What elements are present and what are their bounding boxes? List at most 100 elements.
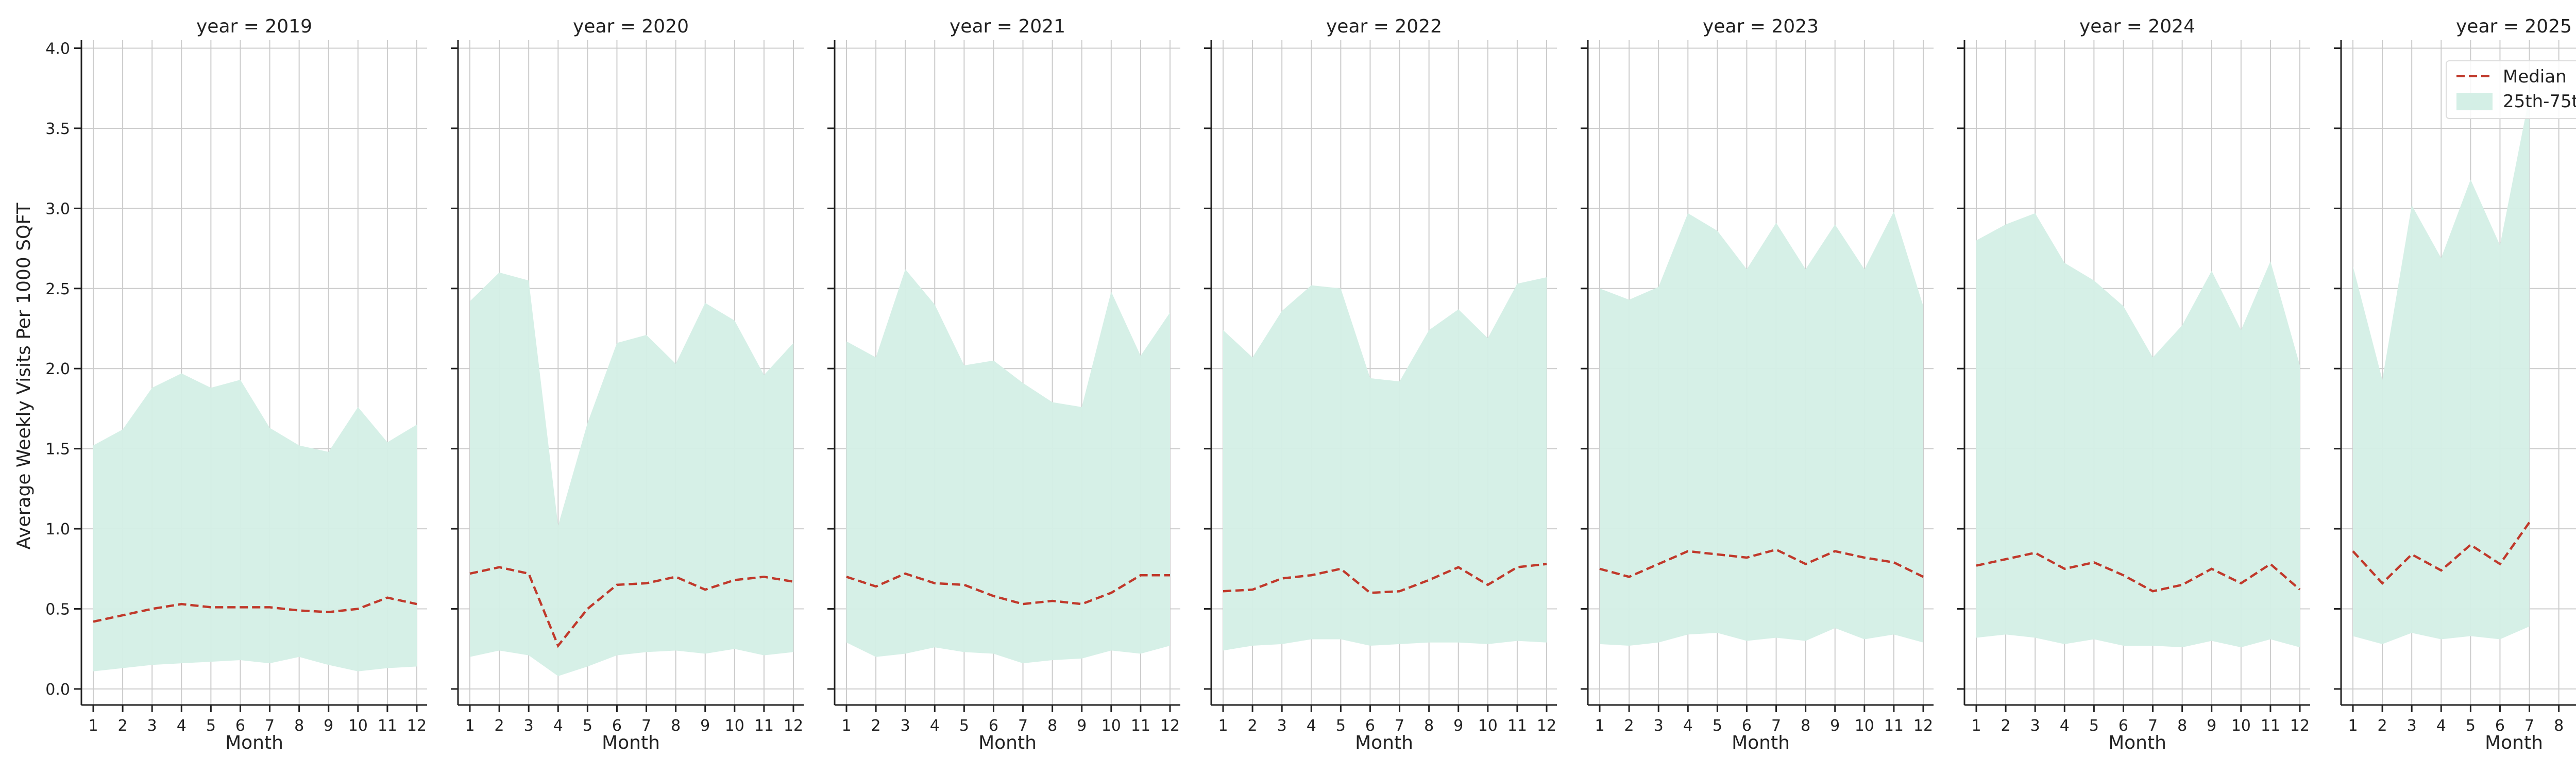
median-line [1976,551,2301,593]
facet-title: year = 2021 [950,16,1065,37]
median-line [1223,563,1547,594]
x-tick-label: 12 [407,717,427,735]
x-tick-label: 11 [2261,717,2280,735]
x-tick-label: 8 [294,717,304,735]
x-tick-label: 8 [1047,717,1057,735]
median-line [93,596,417,623]
x-tick-label: 7 [1771,717,1781,735]
x-tick-label: 2 [118,717,128,735]
facet-title: year = 2022 [1326,16,1442,37]
facet-title: year = 2024 [2079,16,2195,37]
x-tick-label: 6 [989,717,998,735]
median-line [469,566,794,648]
x-tick-label: 4 [2060,717,2070,735]
percentile-band [846,269,1170,664]
x-tick-label: 6 [1742,717,1752,735]
x-tick-label: 1 [1218,717,1228,735]
x-tick-label: 5 [2466,717,2476,735]
x-tick-label: 1 [1595,717,1604,735]
y-tick-label: 4.0 [45,40,70,58]
percentile-band [1976,213,2300,648]
x-tick-label: 3 [2407,717,2417,735]
x-tick-label: 4 [1307,717,1316,735]
x-tick-label: 3 [147,717,157,735]
y-tick-label: 3.5 [45,120,70,138]
x-tick-label: 4 [177,717,187,735]
percentile-band [93,373,417,671]
y-tick-label: 2.0 [45,360,70,378]
percentile-band [1223,277,1547,651]
x-tick-label: 2 [2378,717,2387,735]
x-tick-label: 5 [206,717,216,735]
facet-title: year = 2025 [2456,16,2572,37]
facets: 0.00.51.01.52.02.53.03.54.01 2 3 4 5 6 7 8 9 10 11… [45,16,2576,753]
y-tick-label: 1.5 [45,441,70,459]
x-tick-label: 7 [641,717,651,735]
x-tick-label: 7 [265,717,275,735]
x-tick-label: 8 [671,717,681,735]
x-tick-label: 2 [1248,717,1258,735]
x-tick-label: 11 [1507,717,1527,735]
x-tick-label: 3 [524,717,534,735]
y-axis-label: Average Weekly Visits Per 1000 SQFT [13,203,35,550]
x-tick-label: 12 [784,717,803,735]
x-tick-label: 6 [1365,717,1375,735]
x-tick-label: 2 [1624,717,1634,735]
y-tick-label: 0.0 [45,681,70,699]
x-tick-label: 4 [1683,717,1693,735]
x-tick-label: 1 [88,717,98,735]
median-line [846,572,1170,606]
x-tick-label: 7 [2148,717,2158,735]
x-tick-label: 9 [1077,717,1087,735]
x-tick-label: 1 [1971,717,1981,735]
x-tick-label: 11 [378,717,397,735]
x-tick-label: 11 [1131,717,1150,735]
x-tick-label: 11 [1884,717,1904,735]
facet-title: year = 2020 [573,16,689,37]
x-tick-label: 7 [1395,717,1404,735]
legend-band-swatch [2456,93,2493,110]
x-tick-label: 12 [1537,717,1556,735]
x-axis-label: Month [602,732,660,753]
x-tick-label: 9 [700,717,710,735]
x-tick-label: 2 [2001,717,2011,735]
x-axis-label: Month [2485,732,2543,753]
y-tick-label: 1.0 [45,520,70,539]
x-tick-label: 8 [2177,717,2187,735]
legend-median-label: Median [2503,66,2567,87]
x-tick-label: 2 [871,717,881,735]
x-tick-label: 9 [1830,717,1840,735]
x-tick-label: 9 [2207,717,2216,735]
y-tick-label: 3.0 [45,200,70,218]
x-tick-label: 1 [2348,717,2358,735]
percentile-band [470,272,793,677]
x-tick-label: 10 [1855,717,1874,735]
x-tick-label: 5 [1713,717,1722,735]
x-tick-label: 6 [612,717,622,735]
x-tick-label: 8 [1801,717,1810,735]
x-tick-label: 12 [1160,717,1180,735]
x-tick-label: 3 [901,717,910,735]
x-tick-label: 10 [348,717,368,735]
x-tick-label: 5 [2089,717,2099,735]
x-tick-label: 5 [1336,717,1346,735]
x-tick-label: 5 [959,717,969,735]
x-tick-label: 7 [2524,717,2534,735]
x-tick-label: 10 [1478,717,1498,735]
x-tick-label: 6 [2495,717,2505,735]
x-tick-label: 10 [2231,717,2251,735]
x-axis-label: Month [1732,732,1790,753]
median-line [1599,548,1924,578]
x-tick-label: 12 [2290,717,2310,735]
x-tick-label: 4 [930,717,940,735]
x-tick-label: 9 [324,717,333,735]
x-tick-label: 9 [1453,717,1463,735]
x-axis-label: Month [978,732,1037,753]
x-axis-label: Month [225,732,283,753]
x-tick-label: 2 [495,717,504,735]
